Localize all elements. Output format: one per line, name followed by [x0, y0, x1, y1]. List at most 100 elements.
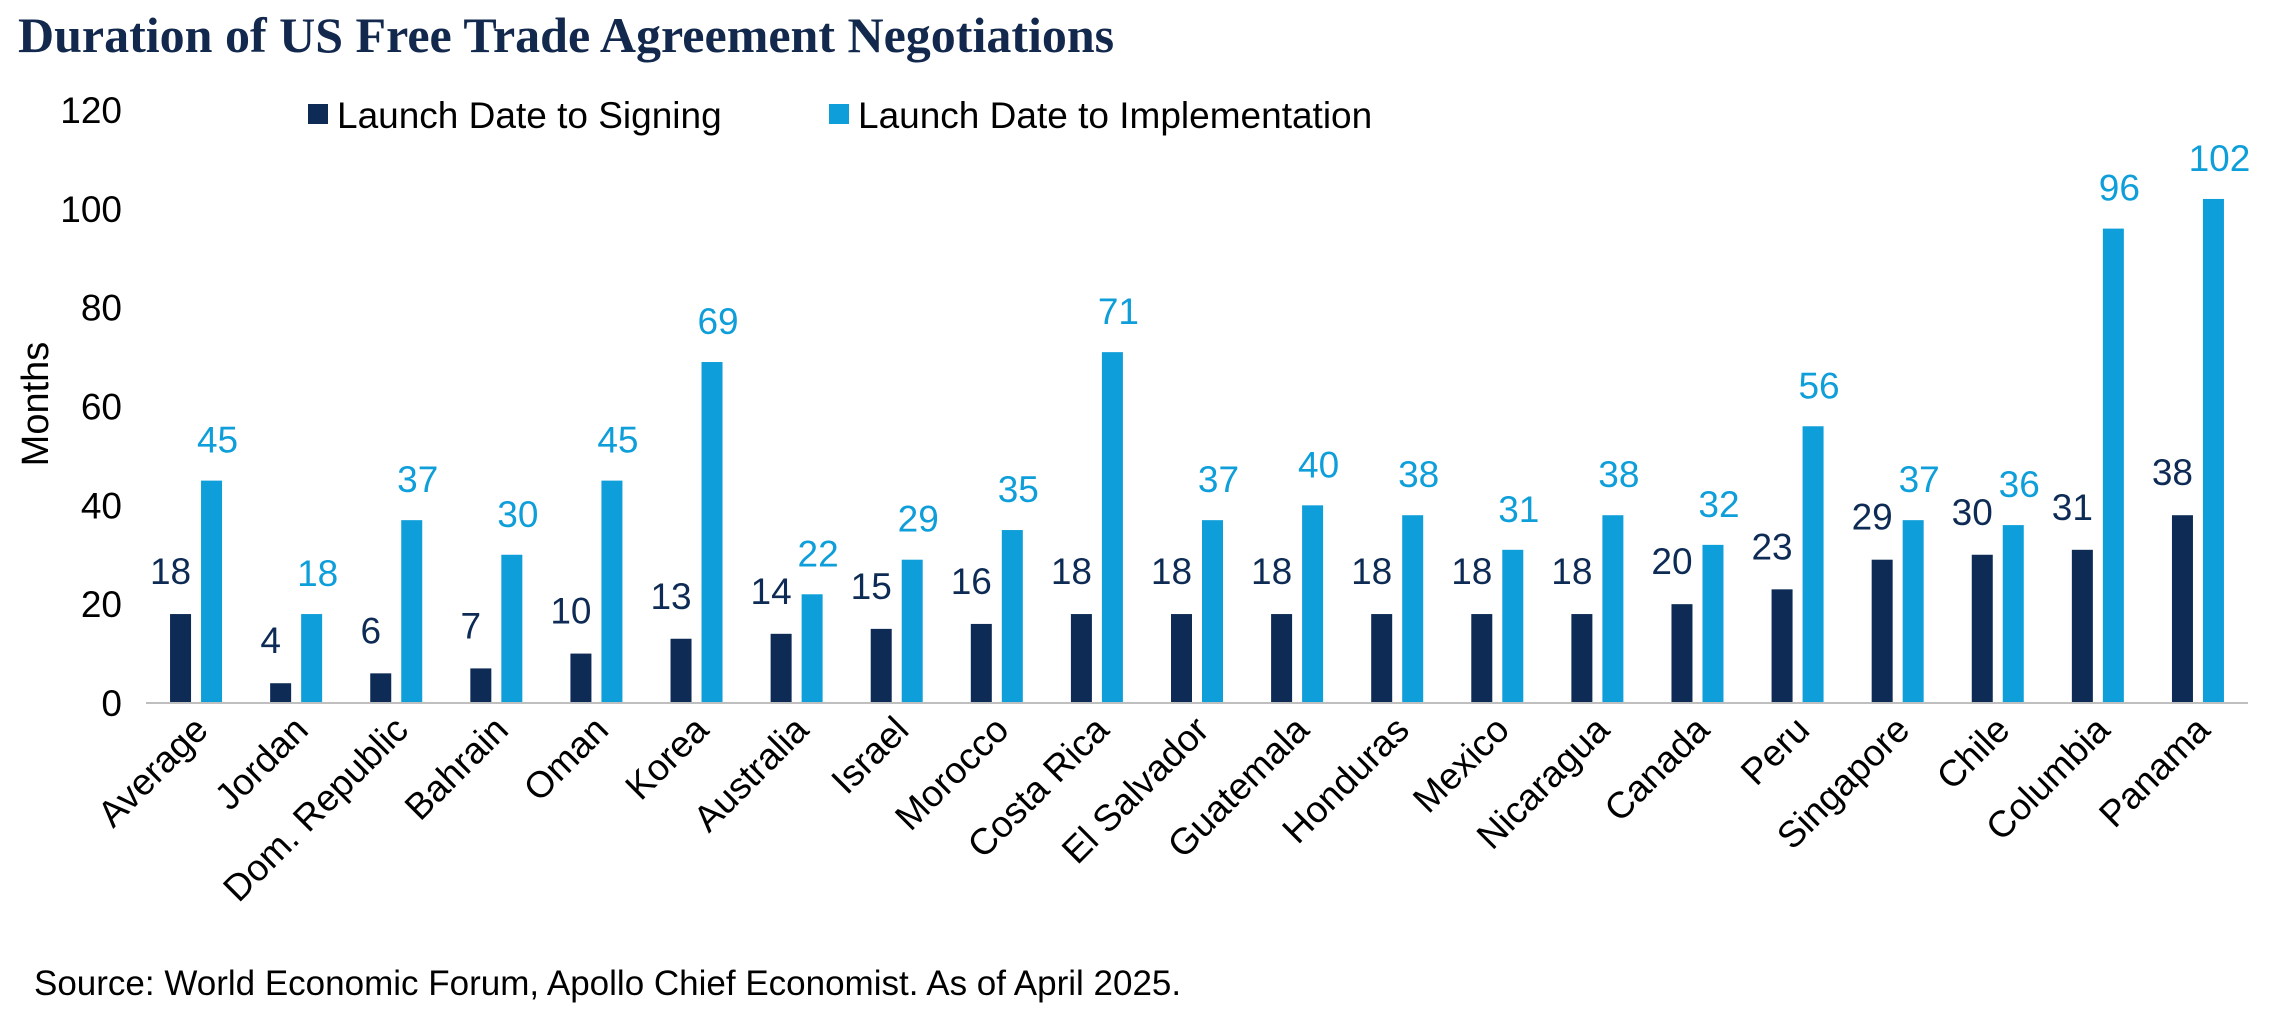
data-label-implementation: 38 [1598, 454, 1639, 495]
data-label-signing: 31 [2052, 487, 2093, 528]
bar-implementation [1402, 515, 1424, 703]
data-label-signing: 18 [150, 551, 191, 592]
bar-signing [470, 668, 492, 703]
data-label-implementation: 30 [497, 494, 538, 535]
bar-signing [1271, 614, 1293, 703]
y-tick-label: 20 [81, 584, 122, 625]
bar-signing [1971, 554, 1993, 703]
data-label-implementation: 56 [1798, 365, 1839, 406]
x-tick-label: Bahrain [397, 709, 516, 828]
data-label-signing: 18 [1551, 551, 1592, 592]
data-label-implementation: 69 [697, 301, 738, 342]
data-label-implementation: 37 [1198, 459, 1239, 500]
y-tick-label: 100 [60, 189, 122, 230]
data-label-implementation: 38 [1398, 454, 1439, 495]
y-axis: 0 20 40 60 80 100 120 [60, 90, 122, 724]
bar-implementation [1502, 549, 1524, 703]
x-tick-label: Chile [1929, 709, 2018, 798]
bar-implementation [201, 480, 223, 703]
legend-label-signing: Launch Date to Signing [337, 95, 722, 136]
bar-implementation [401, 520, 423, 703]
x-tick-label: Average [90, 709, 216, 835]
data-label-signing: 6 [360, 610, 381, 651]
data-label-implementation: 32 [1698, 484, 1739, 525]
data-label-signing: 18 [1451, 551, 1492, 592]
data-label-implementation: 37 [397, 459, 438, 500]
bar-implementation [301, 614, 323, 703]
bar-signing [2071, 549, 2093, 703]
x-tick-label: Israel [823, 709, 916, 802]
data-label-signing: 4 [260, 620, 281, 661]
bar-implementation [1202, 520, 1223, 703]
bar-implementation [1902, 520, 1924, 703]
bar-signing [1471, 614, 1493, 703]
data-label-signing: 20 [1651, 541, 1692, 582]
data-label-implementation: 31 [1498, 489, 1539, 530]
bar-signing [770, 633, 792, 703]
bar-implementation [1302, 505, 1324, 703]
y-tick-label: 40 [81, 485, 122, 526]
bar-signing [870, 628, 892, 703]
data-label-signing: 18 [1351, 551, 1392, 592]
bar-signing [170, 614, 192, 703]
bar-signing [1771, 589, 1793, 703]
bar-implementation [601, 480, 623, 703]
legend-label-implementation: Launch Date to Implementation [858, 95, 1372, 136]
bar-implementation [2102, 228, 2124, 703]
data-label-implementation: 22 [798, 533, 839, 574]
bar-signing [1070, 614, 1092, 703]
bars [170, 198, 2224, 703]
legend: Launch Date to Signing Launch Date to Im… [308, 95, 1372, 136]
x-tick-label: Korea [617, 708, 716, 807]
bar-signing [970, 623, 992, 703]
data-label-implementation: 96 [2099, 168, 2140, 209]
bar-implementation [1602, 515, 1624, 703]
y-tick-label: 60 [81, 387, 122, 428]
bar-implementation [701, 362, 723, 703]
x-tick-label: Oman [516, 709, 616, 809]
bar-signing [570, 653, 592, 703]
data-label-signing: 13 [650, 576, 691, 617]
bar-implementation [2202, 198, 2224, 703]
data-label-signing: 18 [1251, 551, 1292, 592]
bar-implementation [501, 554, 523, 703]
bar-signing [1571, 614, 1593, 703]
chart-title: Duration of US Free Trade Agreement Nego… [18, 7, 1115, 63]
bar-implementation [1802, 426, 1824, 703]
y-tick-label: 80 [81, 288, 122, 329]
data-label-implementation: 36 [1999, 464, 2040, 505]
legend-swatch-signing [308, 104, 328, 124]
data-label-signing: 10 [550, 591, 591, 632]
x-tick-label: Peru [1733, 709, 1817, 793]
bar-signing [1671, 604, 1693, 703]
data-label-signing: 16 [951, 561, 992, 602]
data-label-implementation: 71 [1098, 291, 1139, 332]
bar-signing [1371, 614, 1393, 703]
data-label-implementation: 18 [297, 553, 338, 594]
data-label-implementation: 45 [197, 420, 238, 461]
bar-signing [270, 683, 292, 703]
data-label-implementation: 37 [1899, 459, 1940, 500]
y-tick-label: 120 [60, 90, 122, 131]
data-label-implementation: 29 [898, 499, 939, 540]
y-tick-label: 0 [101, 683, 122, 724]
data-label-implementation: 45 [597, 420, 638, 461]
data-label-signing: 38 [2152, 452, 2193, 493]
bar-implementation [1001, 530, 1023, 703]
bar-implementation [901, 559, 923, 703]
data-label-signing: 29 [1852, 497, 1893, 538]
bar-signing [1171, 614, 1192, 703]
bar-implementation [1702, 544, 1724, 703]
data-label-signing: 14 [751, 571, 792, 612]
x-tick-label: Dom. Republic [215, 709, 416, 910]
data-label-signing: 7 [461, 605, 482, 646]
bar-signing [370, 673, 392, 703]
x-tick-label: Canada [1596, 708, 1717, 829]
data-label-implementation: 40 [1298, 444, 1339, 485]
bar-signing [1871, 559, 1893, 703]
bar-signing [670, 638, 692, 703]
bar-implementation [2002, 525, 2024, 703]
data-label-implementation: 35 [998, 469, 1039, 510]
